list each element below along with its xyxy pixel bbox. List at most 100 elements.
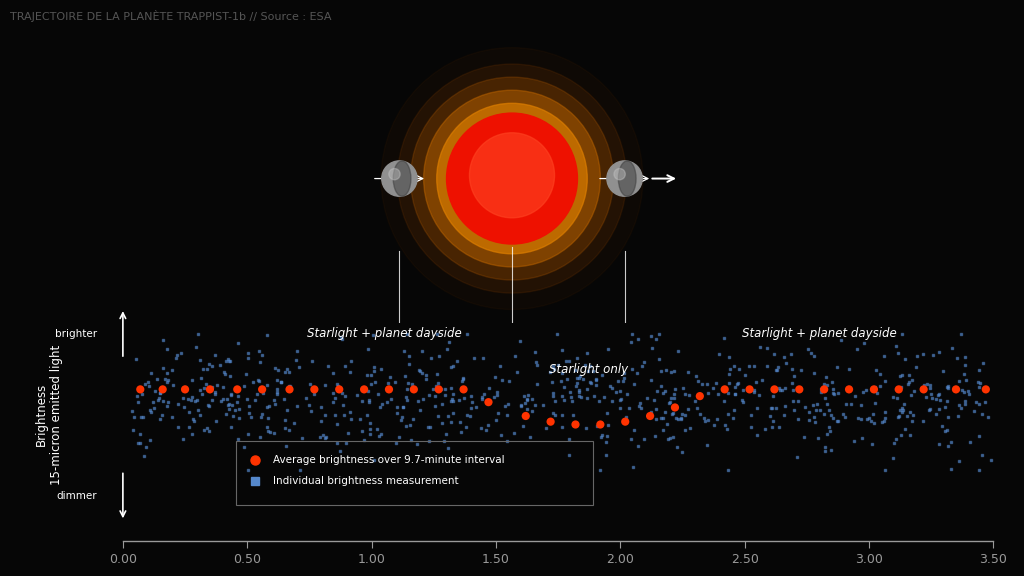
Point (129, 392, 145, 401)
Point (896, 399, 912, 408)
Point (759, 362, 775, 371)
Point (146, 403, 163, 412)
Point (894, 370, 910, 380)
Point (877, 376, 893, 385)
Circle shape (446, 113, 578, 244)
Point (786, 371, 803, 380)
Point (366, 363, 382, 372)
Point (571, 385, 588, 395)
Point (202, 385, 218, 394)
Point (783, 349, 800, 358)
Point (524, 395, 541, 404)
Point (442, 363, 459, 372)
Point (236, 381, 252, 391)
Point (291, 362, 307, 372)
Point (570, 387, 587, 396)
Point (238, 369, 254, 378)
Point (727, 390, 743, 399)
Point (568, 353, 585, 362)
Point (282, 381, 298, 391)
Point (768, 404, 784, 413)
Point (808, 405, 824, 414)
Point (415, 394, 431, 403)
Point (571, 374, 588, 383)
Point (337, 362, 353, 371)
Point (289, 346, 305, 355)
Point (828, 362, 845, 372)
Point (303, 356, 319, 365)
Point (398, 329, 415, 338)
Point (915, 381, 932, 390)
Point (361, 397, 378, 407)
Point (843, 400, 859, 409)
Point (937, 426, 953, 435)
Point (906, 386, 923, 396)
Point (560, 434, 577, 444)
Point (360, 386, 377, 396)
Circle shape (614, 169, 626, 180)
Point (673, 414, 689, 423)
Point (239, 394, 255, 403)
Point (582, 378, 598, 387)
Point (791, 396, 807, 406)
Point (788, 453, 805, 462)
Text: Starlight + planet dayside: Starlight + planet dayside (741, 327, 897, 340)
Point (176, 403, 193, 412)
Point (666, 432, 682, 441)
Point (743, 411, 760, 420)
Point (281, 382, 297, 391)
Point (177, 385, 194, 394)
Point (507, 351, 523, 360)
Point (666, 389, 682, 399)
Point (418, 375, 434, 384)
Point (972, 382, 988, 392)
Point (692, 410, 709, 419)
Point (577, 360, 593, 369)
Point (132, 439, 148, 448)
Point (229, 339, 246, 348)
Point (331, 385, 347, 394)
Point (221, 357, 238, 366)
Point (302, 380, 318, 389)
Point (434, 399, 451, 408)
Point (240, 354, 256, 363)
Point (663, 393, 679, 403)
Point (662, 433, 678, 442)
Point (229, 385, 246, 394)
Point (186, 396, 203, 406)
Point (397, 393, 414, 402)
Point (395, 403, 412, 412)
Point (444, 362, 461, 371)
Point (631, 401, 647, 411)
Point (442, 417, 459, 426)
Point (886, 453, 902, 462)
Point (956, 360, 973, 369)
Point (174, 393, 190, 402)
Point (440, 337, 457, 346)
Point (509, 367, 525, 377)
Point (241, 408, 257, 418)
Point (622, 403, 638, 412)
Point (154, 411, 170, 420)
Point (218, 357, 234, 366)
Point (197, 384, 213, 393)
Point (251, 346, 267, 355)
Point (815, 379, 831, 388)
Point (877, 466, 893, 475)
Point (939, 397, 955, 406)
Point (222, 371, 239, 380)
Point (588, 380, 604, 389)
Point (547, 396, 563, 405)
Point (157, 374, 173, 384)
Point (665, 410, 681, 419)
Point (267, 363, 284, 373)
Point (362, 379, 379, 388)
Point (313, 416, 330, 426)
Point (764, 404, 780, 413)
Point (829, 416, 846, 425)
Point (201, 359, 217, 369)
Point (568, 378, 585, 388)
Point (966, 407, 982, 416)
Point (730, 378, 746, 388)
Point (524, 407, 541, 416)
